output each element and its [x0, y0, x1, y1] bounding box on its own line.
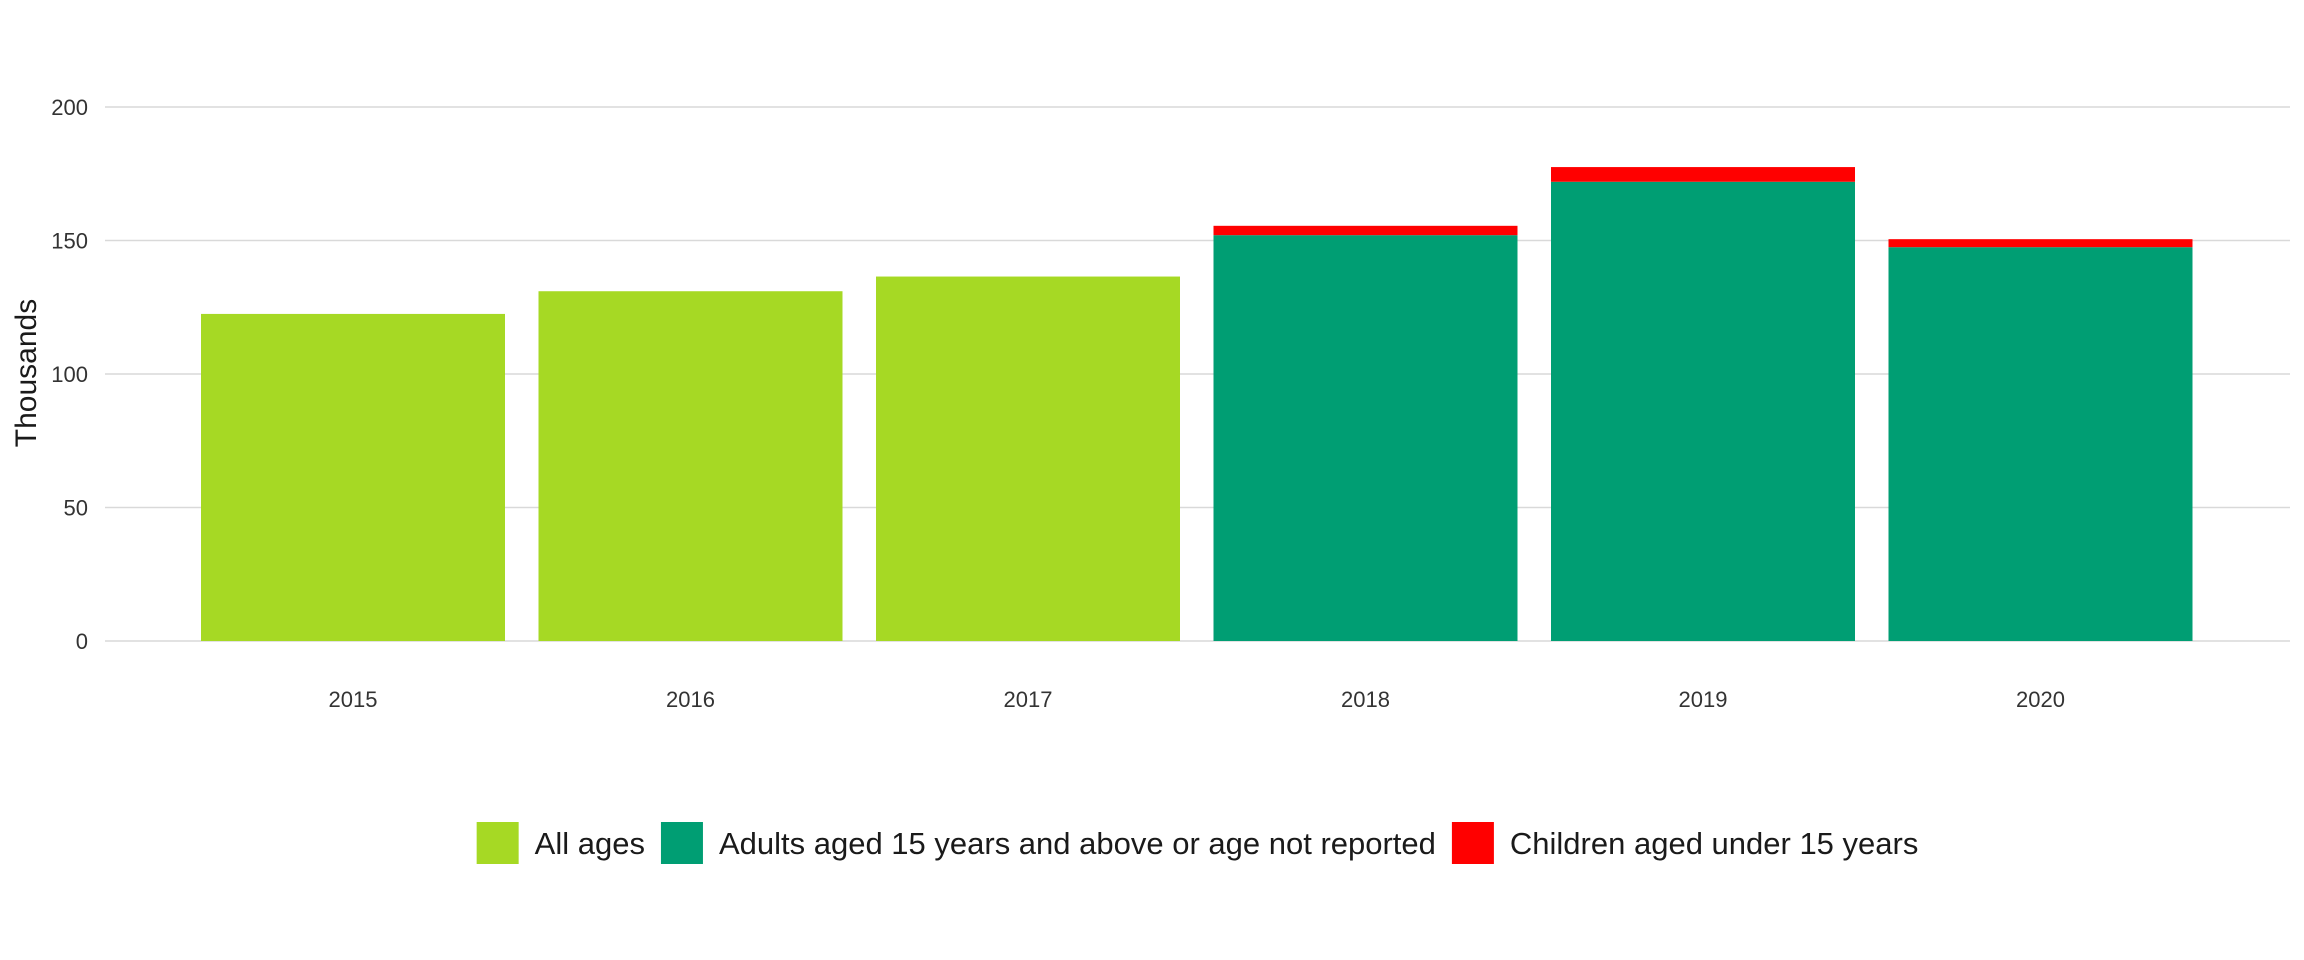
legend: All ages Adults aged 15 years and above o… [476, 822, 1918, 864]
legend-label: Children aged under 15 years [1510, 826, 1918, 861]
legend-swatch [1451, 822, 1494, 864]
bar-2015-series-0 [201, 313, 505, 641]
x-tick-label: 2020 [2016, 687, 2065, 712]
legend-label: Adults aged 15 years and above or age no… [719, 826, 1436, 861]
bar-2019-series-2 [1551, 167, 1855, 182]
legend-item: Adults aged 15 years and above or age no… [660, 822, 1436, 864]
bar-2020-series-2 [1888, 239, 2193, 248]
y-tick-label: 200 [51, 95, 88, 120]
legend-swatch [660, 822, 703, 864]
bar-2018-series-1 [1213, 235, 1518, 641]
y-tick-label: 50 [64, 496, 88, 521]
x-tick-label: 2017 [1004, 687, 1053, 712]
bar-2018-series-2 [1213, 225, 1518, 236]
x-tick-label: 2018 [1341, 687, 1390, 712]
y-axis-ticks: 0 50 100 150 200 [51, 95, 88, 654]
bar-2020-series-1 [1888, 247, 2193, 642]
legend-swatch [476, 822, 519, 864]
x-tick-label: 2015 [329, 687, 378, 712]
y-tick-label: 0 [76, 629, 88, 654]
bar-2017-series-0 [876, 276, 1180, 641]
legend-item: Children aged under 15 years [1451, 822, 1918, 864]
x-axis-ticks: 2015 2016 2017 2018 2019 2020 [329, 687, 2065, 712]
y-tick-label: 150 [51, 229, 88, 254]
bars [201, 167, 2193, 642]
y-tick-label: 100 [51, 362, 88, 387]
legend-label: All ages [535, 826, 645, 861]
legend-item: All ages [476, 822, 645, 864]
bar-2019-series-1 [1551, 181, 1855, 641]
y-axis-title: Thousands [10, 299, 43, 447]
x-tick-label: 2019 [1679, 687, 1728, 712]
x-tick-label: 2016 [666, 687, 715, 712]
bar-2016-series-0 [538, 291, 843, 641]
